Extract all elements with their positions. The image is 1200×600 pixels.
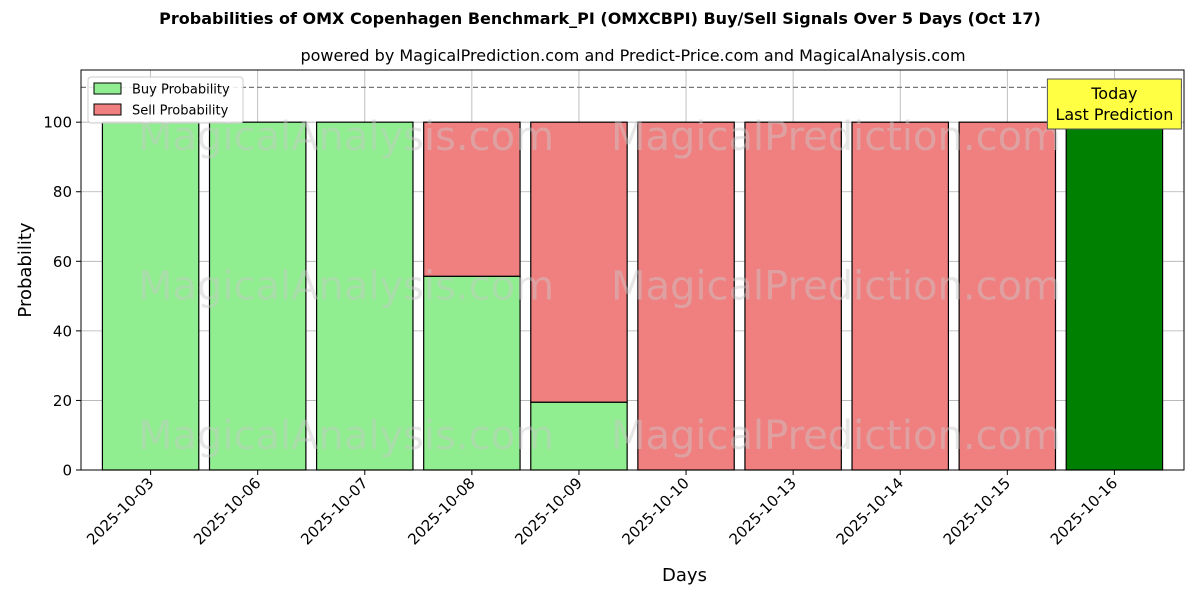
last-prediction-annotation-label: Last Prediction	[1055, 105, 1173, 124]
x-tick-label: 2025-10-06	[190, 474, 264, 548]
sell-bar-2025-10-15	[958, 121, 1057, 471]
buy-bar-2025-10-07	[315, 121, 414, 471]
y-tick-label: 20	[53, 392, 72, 410]
y-tick-label: 80	[53, 183, 72, 201]
sell-bar-2025-10-10	[637, 121, 735, 471]
watermark-text: MagicalPrediction.com	[611, 114, 1061, 160]
x-tick-label: 2025-10-13	[726, 474, 800, 548]
buy-bar-2025-10-03	[101, 121, 200, 471]
y-tick-label: 100	[43, 114, 72, 132]
x-tick-label: 2025-10-16	[1047, 474, 1121, 548]
sell-bar-2025-10-14	[851, 121, 950, 471]
watermark-text: MagicalAnalysis.com	[138, 413, 554, 459]
y-axis-label: Probability	[15, 222, 36, 317]
plot-frame	[80, 69, 1185, 471]
x-tick-label: 2025-10-15	[940, 474, 1014, 548]
legend-swatch	[93, 82, 122, 95]
today-annotation-box	[1046, 78, 1182, 130]
x-axis-label: Days	[662, 565, 707, 586]
legend-label: Sell Probability	[132, 104, 229, 119]
sell-bar-2025-10-13	[744, 121, 842, 471]
y-tick-label: 40	[53, 322, 72, 340]
x-tick-label: 2025-10-07	[297, 474, 371, 548]
legend-box	[87, 76, 244, 124]
x-tick-label: 2025-10-09	[511, 474, 585, 548]
y-tick-label: 60	[53, 253, 72, 271]
chart-subtitle: powered by MagicalPrediction.com and Pre…	[300, 46, 966, 65]
sell-bar-2025-10-08	[423, 121, 521, 277]
x-tick-label: 2025-10-03	[83, 474, 157, 548]
chart-title: Probabilities of OMX Copenhagen Benchmar…	[159, 9, 1041, 28]
watermark-text: MagicalPrediction.com	[611, 264, 1061, 310]
legend-swatch	[93, 103, 122, 116]
buy-bar-2025-10-06	[208, 121, 307, 471]
buy-bar-2025-10-16	[1065, 121, 1164, 471]
x-tick-label: 2025-10-14	[833, 474, 907, 548]
y-tick-label: 0	[62, 462, 72, 480]
x-tick-label: 2025-10-10	[618, 474, 692, 548]
watermark-text: MagicalPrediction.com	[611, 413, 1061, 459]
sell-bar-2025-10-09	[530, 121, 628, 403]
x-tick-label: 2025-10-08	[404, 474, 478, 548]
today-annotation-label: Today	[1090, 84, 1137, 103]
watermark-text: MagicalAnalysis.com	[138, 264, 554, 310]
legend-label: Buy Probability	[132, 83, 230, 98]
